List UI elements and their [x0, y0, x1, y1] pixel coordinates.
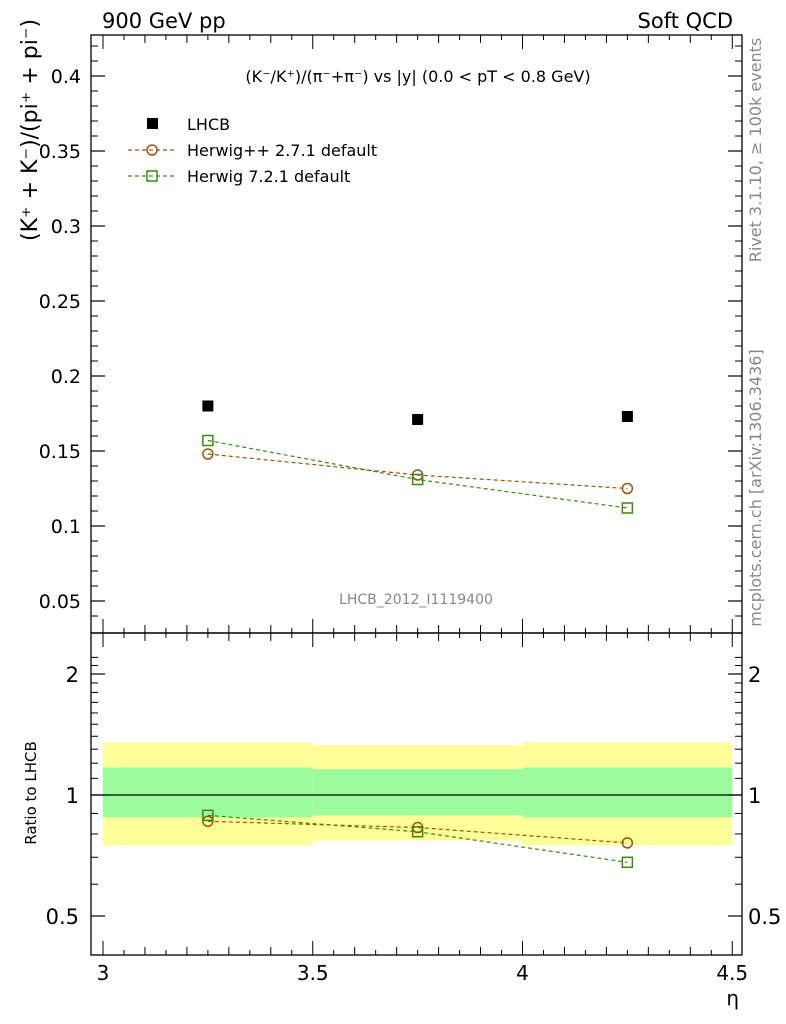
y-tick-label: 0.05	[39, 591, 81, 613]
main-y-axis-label: (K⁺ + K⁻)/(pi⁺ + pi⁻)	[18, 19, 43, 241]
inner-band	[103, 767, 313, 818]
legend-label-herwigpp: Herwig++ 2.7.1 default	[187, 141, 377, 160]
header-left-label: 900 GeV pp	[102, 9, 226, 33]
ratio-tick-label-right: 0.5	[748, 905, 781, 929]
legend: LHCB Herwig++ 2.7.1 default Herwig 7.2.1…	[128, 115, 377, 186]
ratio-point-herwig7	[411, 826, 424, 838]
y-tick-label: 0.3	[51, 216, 81, 238]
series-line-2	[207, 439, 628, 509]
ratio-tick-label-left: 1	[66, 784, 79, 808]
inner-band	[522, 767, 733, 818]
inner-band	[312, 769, 523, 816]
ratio-point-herwig7	[621, 856, 634, 869]
ratio-panel: 0.5 0.5 1 1 2 2 3 3.5 4 4.5 Ratio to LHCB η	[22, 632, 781, 1010]
mcplots-label: mcplots.cern.ch [arXiv:1306.3436]	[746, 349, 765, 626]
ratio-tick-label-right: 2	[748, 663, 761, 687]
ratio-line-1	[207, 814, 628, 863]
legend-marker-herwig7	[146, 170, 158, 182]
main-series	[202, 400, 634, 514]
x-tick-label: 4	[516, 961, 529, 985]
data-point-herwig7	[621, 502, 634, 514]
main-panel: 0.05 0.1 0.15 0.2 0.25 0.3 0.35 0.4 (K⁻/K⁺)/(π⁻…	[18, 19, 743, 634]
data-point-herwigpp	[202, 448, 214, 460]
ratio-point-herwigpp	[202, 815, 214, 828]
x-axis-label: η	[726, 986, 739, 1010]
legend-label-herwig7: Herwig 7.2.1 default	[187, 167, 350, 186]
y-tick-label: 0.2	[51, 366, 81, 388]
analysis-id-label: LHCB_2012_I1119400	[339, 592, 493, 608]
data-point-lhcb	[202, 400, 214, 412]
ratio-point-herwig7	[202, 809, 214, 822]
legend-label-lhcb: LHCB	[187, 115, 230, 134]
x-tick-label: 4.5	[716, 961, 748, 985]
ratio-axis-ticks: 0.5 0.5 1 1 2 2 3 3.5 4 4.5	[46, 633, 781, 985]
ratio-line-0	[207, 820, 628, 844]
ratio-point-herwigpp	[621, 837, 634, 849]
data-point-herwig7	[202, 434, 214, 447]
header-right-label: Soft QCD	[638, 9, 733, 33]
data-point-lhcb	[412, 414, 424, 425]
legend-marker-lhcb	[147, 118, 158, 129]
data-point-herwigpp	[621, 482, 634, 495]
x-tick-label: 3	[97, 961, 110, 985]
y-tick-label: 0.25	[39, 291, 81, 313]
y-tick-label: 0.15	[39, 441, 81, 463]
y-tick-label: 0.35	[39, 141, 81, 163]
rivet-version-label: Rivet 3.1.10, ≥ 100k events	[746, 38, 765, 263]
legend-marker-herwigpp	[146, 144, 158, 156]
data-point-herwig7	[411, 473, 424, 486]
ratio-y-axis-label: Ratio to LHCB	[22, 741, 40, 845]
ratio-tick-label-left: 0.5	[46, 905, 79, 929]
x-tick-label: 3.5	[297, 961, 329, 985]
main-axis-ticks: 0.05 0.1 0.15 0.2 0.25 0.3 0.35 0.4	[39, 35, 742, 633]
ratio-tick-label-left: 2	[66, 663, 79, 687]
y-tick-label: 0.4	[51, 66, 81, 88]
main-plot-title: (K⁻/K⁺)/(π⁻+π⁻) vs |y| (0.0 < pT < 0.8 G…	[245, 67, 590, 86]
data-point-lhcb	[621, 411, 633, 422]
y-tick-label: 0.1	[51, 516, 81, 538]
ratio-series	[202, 809, 634, 869]
ratio-uncertainty-bands	[103, 742, 733, 846]
series-line-1	[207, 453, 628, 490]
ratio-tick-label-right: 1	[748, 784, 761, 808]
ratio-panel-frame	[90, 632, 743, 956]
